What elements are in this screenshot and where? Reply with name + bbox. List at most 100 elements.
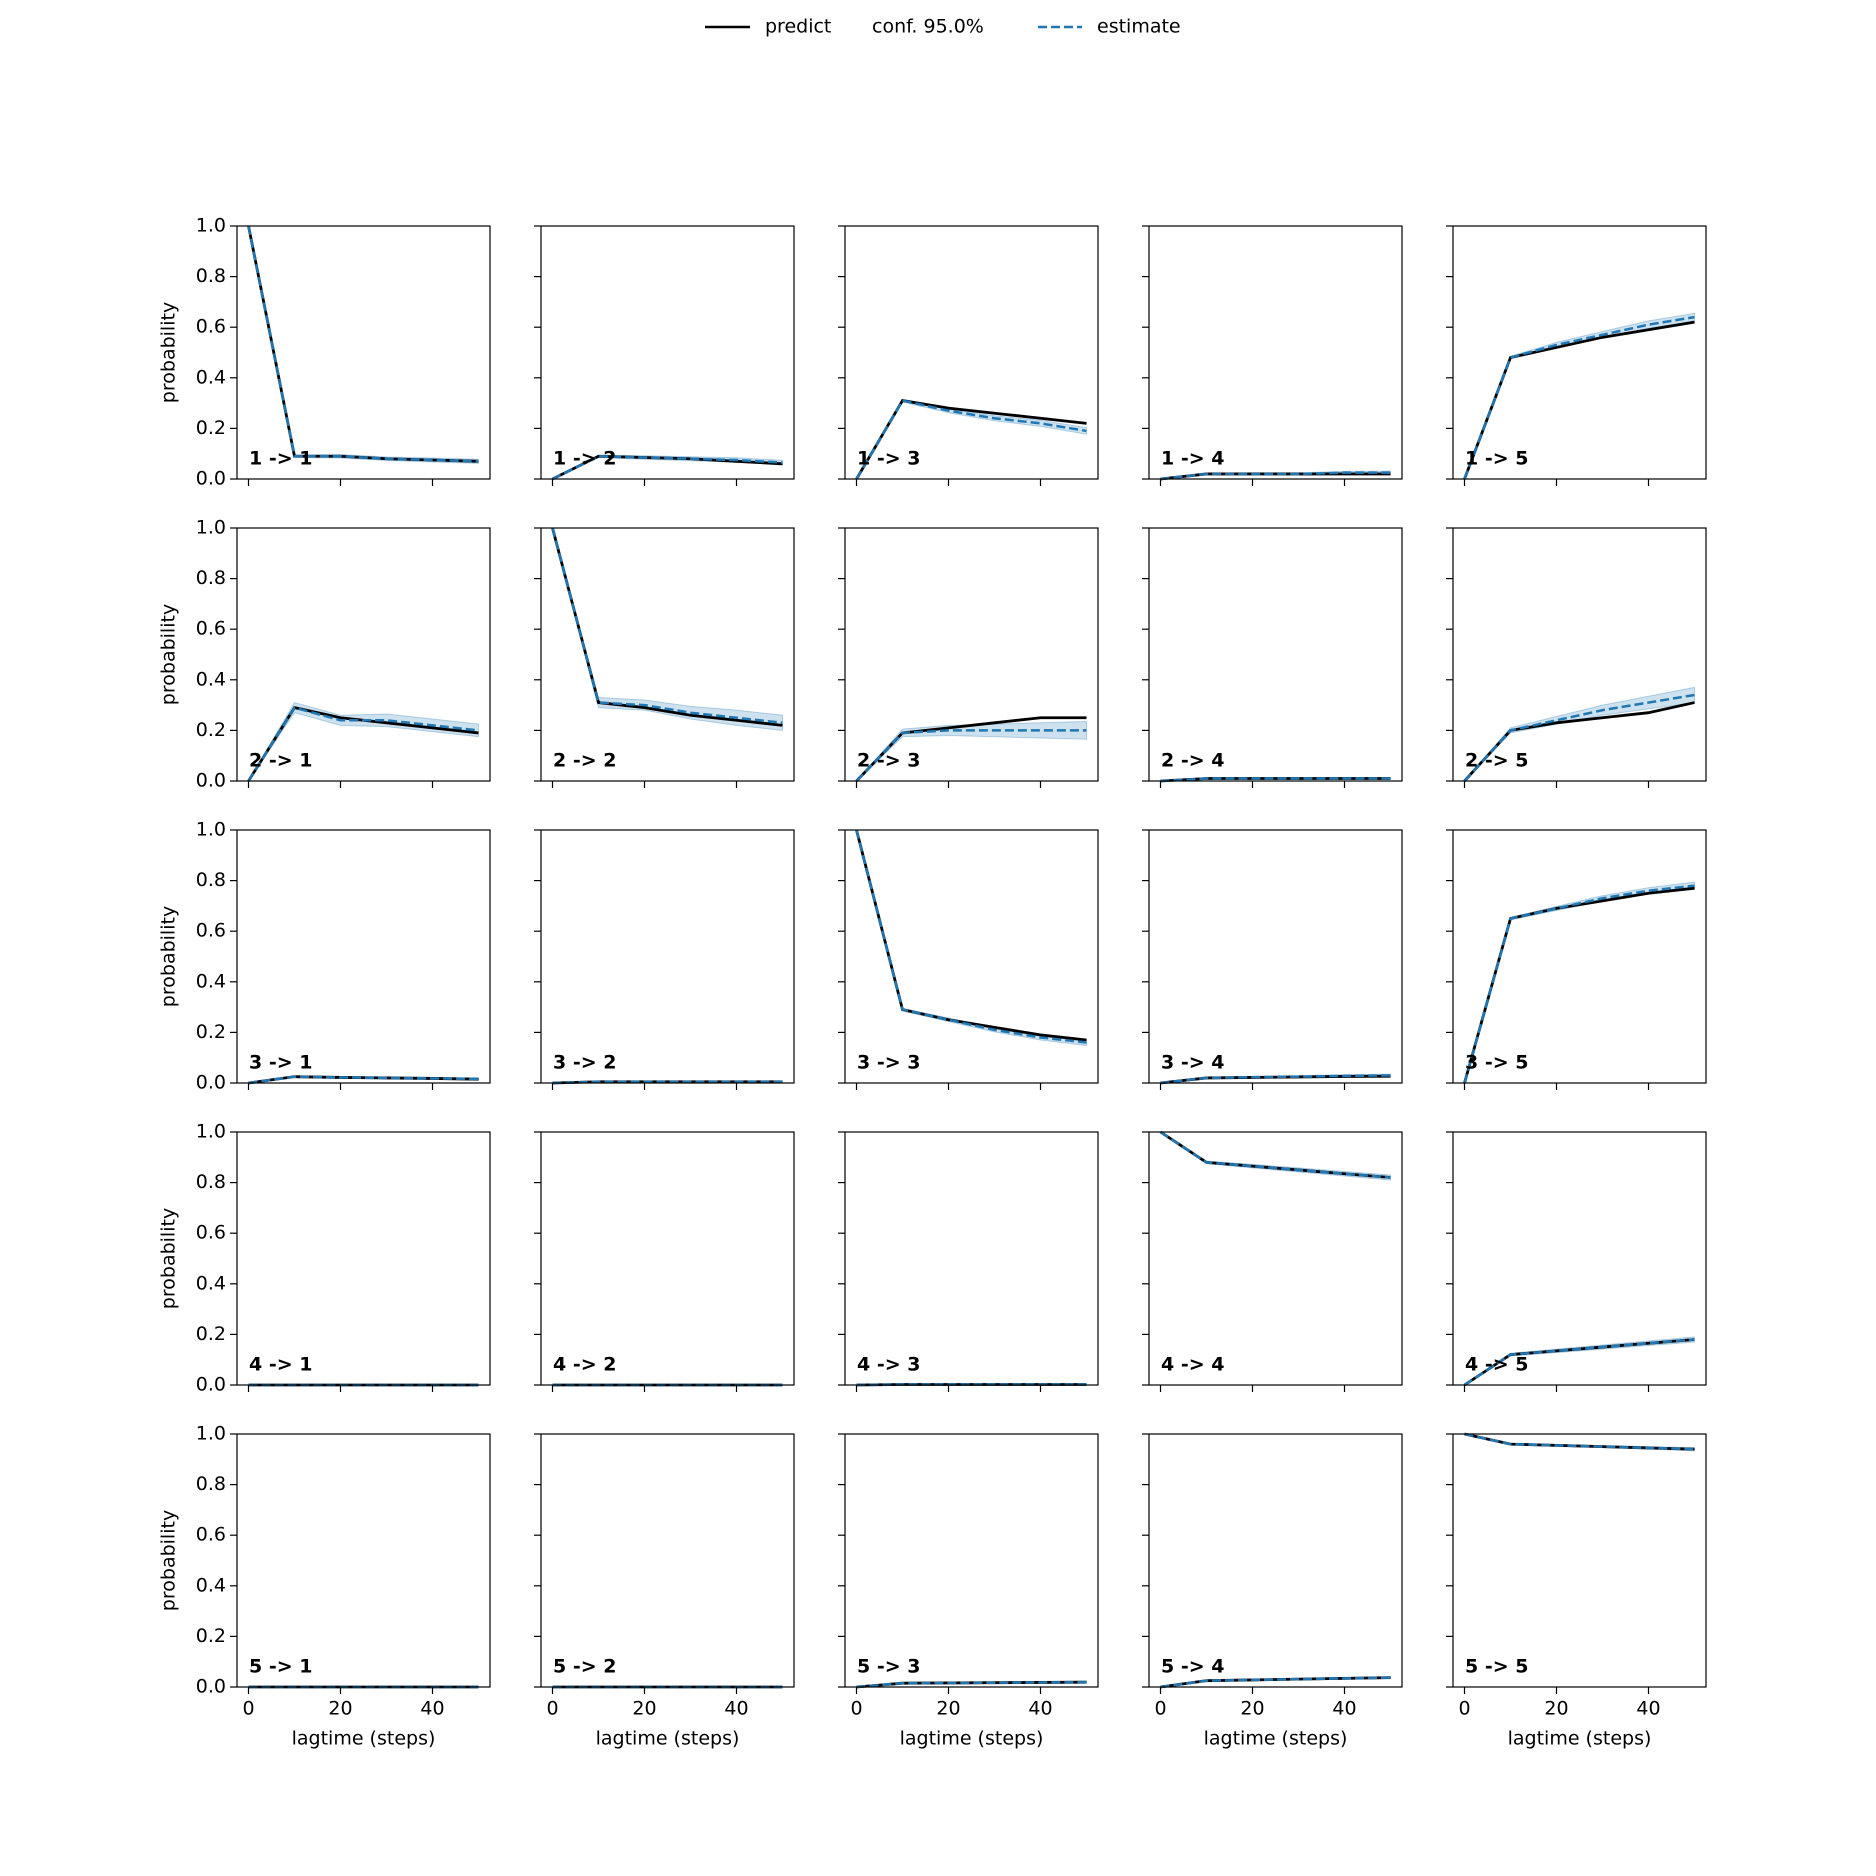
axes-frame bbox=[844, 225, 1099, 480]
estimate-line bbox=[855, 729, 1087, 782]
axes-frame bbox=[844, 527, 1099, 782]
axes-frame bbox=[236, 225, 491, 480]
x-tick-label: 40 bbox=[1636, 1698, 1660, 1720]
axes-frame bbox=[1452, 1131, 1707, 1386]
panel-title: 3 -> 3 bbox=[857, 1052, 920, 1074]
y-axis-label: probability bbox=[158, 906, 180, 1007]
axes-frame bbox=[540, 225, 795, 480]
panel-title: 5 -> 2 bbox=[553, 1656, 616, 1678]
predict-line bbox=[1160, 777, 1391, 783]
panel-title: 3 -> 5 bbox=[1465, 1052, 1528, 1074]
y-tick-label: 0.4 bbox=[196, 366, 226, 388]
panel-title: 5 -> 4 bbox=[1161, 1656, 1224, 1678]
y-tick-label: 1.0 bbox=[196, 517, 226, 539]
predict-line bbox=[552, 1080, 783, 1085]
estimate-line bbox=[855, 829, 1087, 1044]
estimate-line bbox=[1463, 1338, 1695, 1387]
y-tick-label: 0.6 bbox=[196, 1222, 226, 1244]
y-tick-label: 0.0 bbox=[196, 1374, 226, 1396]
x-tick-label: 40 bbox=[1028, 1698, 1052, 1720]
axes-frame bbox=[236, 527, 491, 782]
y-tick-label: 1.0 bbox=[196, 215, 226, 237]
x-tick-label: 20 bbox=[1240, 1698, 1264, 1720]
estimate-line bbox=[551, 527, 783, 725]
axes-frame bbox=[1452, 829, 1707, 1084]
x-tick-label: 0 bbox=[242, 1698, 254, 1720]
axes-frame bbox=[1148, 829, 1403, 1084]
predict-line bbox=[1160, 1676, 1391, 1689]
predict-line bbox=[248, 1075, 479, 1085]
y-tick-label: 0.0 bbox=[196, 1676, 226, 1698]
panel-title: 1 -> 1 bbox=[249, 448, 312, 470]
y-tick-label: 0.8 bbox=[196, 869, 226, 891]
panel-title: 4 -> 1 bbox=[249, 1354, 312, 1376]
legend-label: estimate bbox=[1097, 16, 1181, 38]
y-axis-label: probability bbox=[158, 302, 180, 403]
panel-title: 1 -> 4 bbox=[1161, 448, 1224, 470]
y-tick-label: 0.6 bbox=[196, 1524, 226, 1546]
y-tick-label: 0.0 bbox=[196, 1072, 226, 1094]
y-tick-label: 0.4 bbox=[196, 970, 226, 992]
y-tick-label: 0.4 bbox=[196, 1272, 226, 1294]
predict-line bbox=[856, 1680, 1087, 1689]
panel-title: 3 -> 2 bbox=[553, 1052, 616, 1074]
y-tick-label: 0.2 bbox=[196, 1021, 226, 1043]
panel-title: 1 -> 3 bbox=[857, 448, 920, 470]
axes-frame bbox=[1148, 1433, 1403, 1688]
x-tick-label: 0 bbox=[546, 1698, 558, 1720]
panel-title: 2 -> 1 bbox=[249, 750, 312, 772]
panel-title: 4 -> 4 bbox=[1161, 1354, 1224, 1376]
y-tick-label: 0.8 bbox=[196, 567, 226, 589]
axes-frame bbox=[844, 829, 1099, 1084]
panel-title: 1 -> 2 bbox=[553, 448, 616, 470]
legend-label: predict bbox=[765, 16, 831, 38]
panel-title: 4 -> 2 bbox=[553, 1354, 616, 1376]
x-tick-label: 20 bbox=[936, 1698, 960, 1720]
y-tick-label: 1.0 bbox=[196, 1423, 226, 1445]
x-axis-label: lagtime (steps) bbox=[596, 1728, 740, 1750]
y-tick-label: 0.6 bbox=[196, 618, 226, 640]
axes-frame bbox=[540, 1131, 795, 1386]
axes-frame bbox=[540, 527, 795, 782]
x-tick-label: 0 bbox=[1458, 1698, 1470, 1720]
y-tick-label: 0.2 bbox=[196, 719, 226, 741]
y-tick-label: 0.0 bbox=[196, 770, 226, 792]
estimate-line bbox=[1463, 884, 1695, 1084]
legend-label: conf. 95.0% bbox=[872, 16, 984, 38]
x-axis-label: lagtime (steps) bbox=[1204, 1728, 1348, 1750]
axes-frame bbox=[236, 1131, 491, 1386]
panel-title: 2 -> 3 bbox=[857, 750, 920, 772]
axes-frame bbox=[540, 1433, 795, 1688]
x-tick-label: 40 bbox=[1332, 1698, 1356, 1720]
y-tick-label: 0.8 bbox=[196, 265, 226, 287]
y-tick-label: 0.2 bbox=[196, 1323, 226, 1345]
x-tick-label: 40 bbox=[420, 1698, 444, 1720]
predict-line bbox=[855, 399, 1087, 480]
panel-title: 2 -> 4 bbox=[1161, 750, 1224, 772]
y-tick-label: 0.8 bbox=[196, 1473, 226, 1495]
panel-title: 2 -> 5 bbox=[1465, 750, 1528, 772]
axes-frame bbox=[844, 1131, 1099, 1386]
x-tick-label: 20 bbox=[1544, 1698, 1568, 1720]
axes-frame bbox=[1452, 1433, 1707, 1688]
x-axis-label: lagtime (steps) bbox=[900, 1728, 1044, 1750]
panel-title: 5 -> 5 bbox=[1465, 1656, 1528, 1678]
y-tick-label: 0.8 bbox=[196, 1171, 226, 1193]
panel-title: 3 -> 1 bbox=[249, 1052, 312, 1074]
axes-frame bbox=[1148, 1131, 1403, 1386]
y-tick-label: 1.0 bbox=[196, 1121, 226, 1143]
estimate-line bbox=[1464, 1432, 1695, 1451]
predict-line bbox=[1160, 472, 1391, 481]
panel-title: 5 -> 3 bbox=[857, 1656, 920, 1678]
y-tick-label: 0.4 bbox=[196, 1574, 226, 1596]
panel-title: 1 -> 5 bbox=[1465, 448, 1528, 470]
y-tick-label: 0.4 bbox=[196, 668, 226, 690]
predict-line bbox=[1160, 1074, 1391, 1085]
x-tick-label: 20 bbox=[632, 1698, 656, 1720]
x-axis-label: lagtime (steps) bbox=[292, 1728, 436, 1750]
y-tick-label: 0.6 bbox=[196, 316, 226, 338]
estimate-line bbox=[1159, 1130, 1391, 1179]
axes-frame bbox=[844, 1433, 1099, 1688]
panel-title: 4 -> 5 bbox=[1465, 1354, 1528, 1376]
estimate-line bbox=[247, 706, 479, 782]
